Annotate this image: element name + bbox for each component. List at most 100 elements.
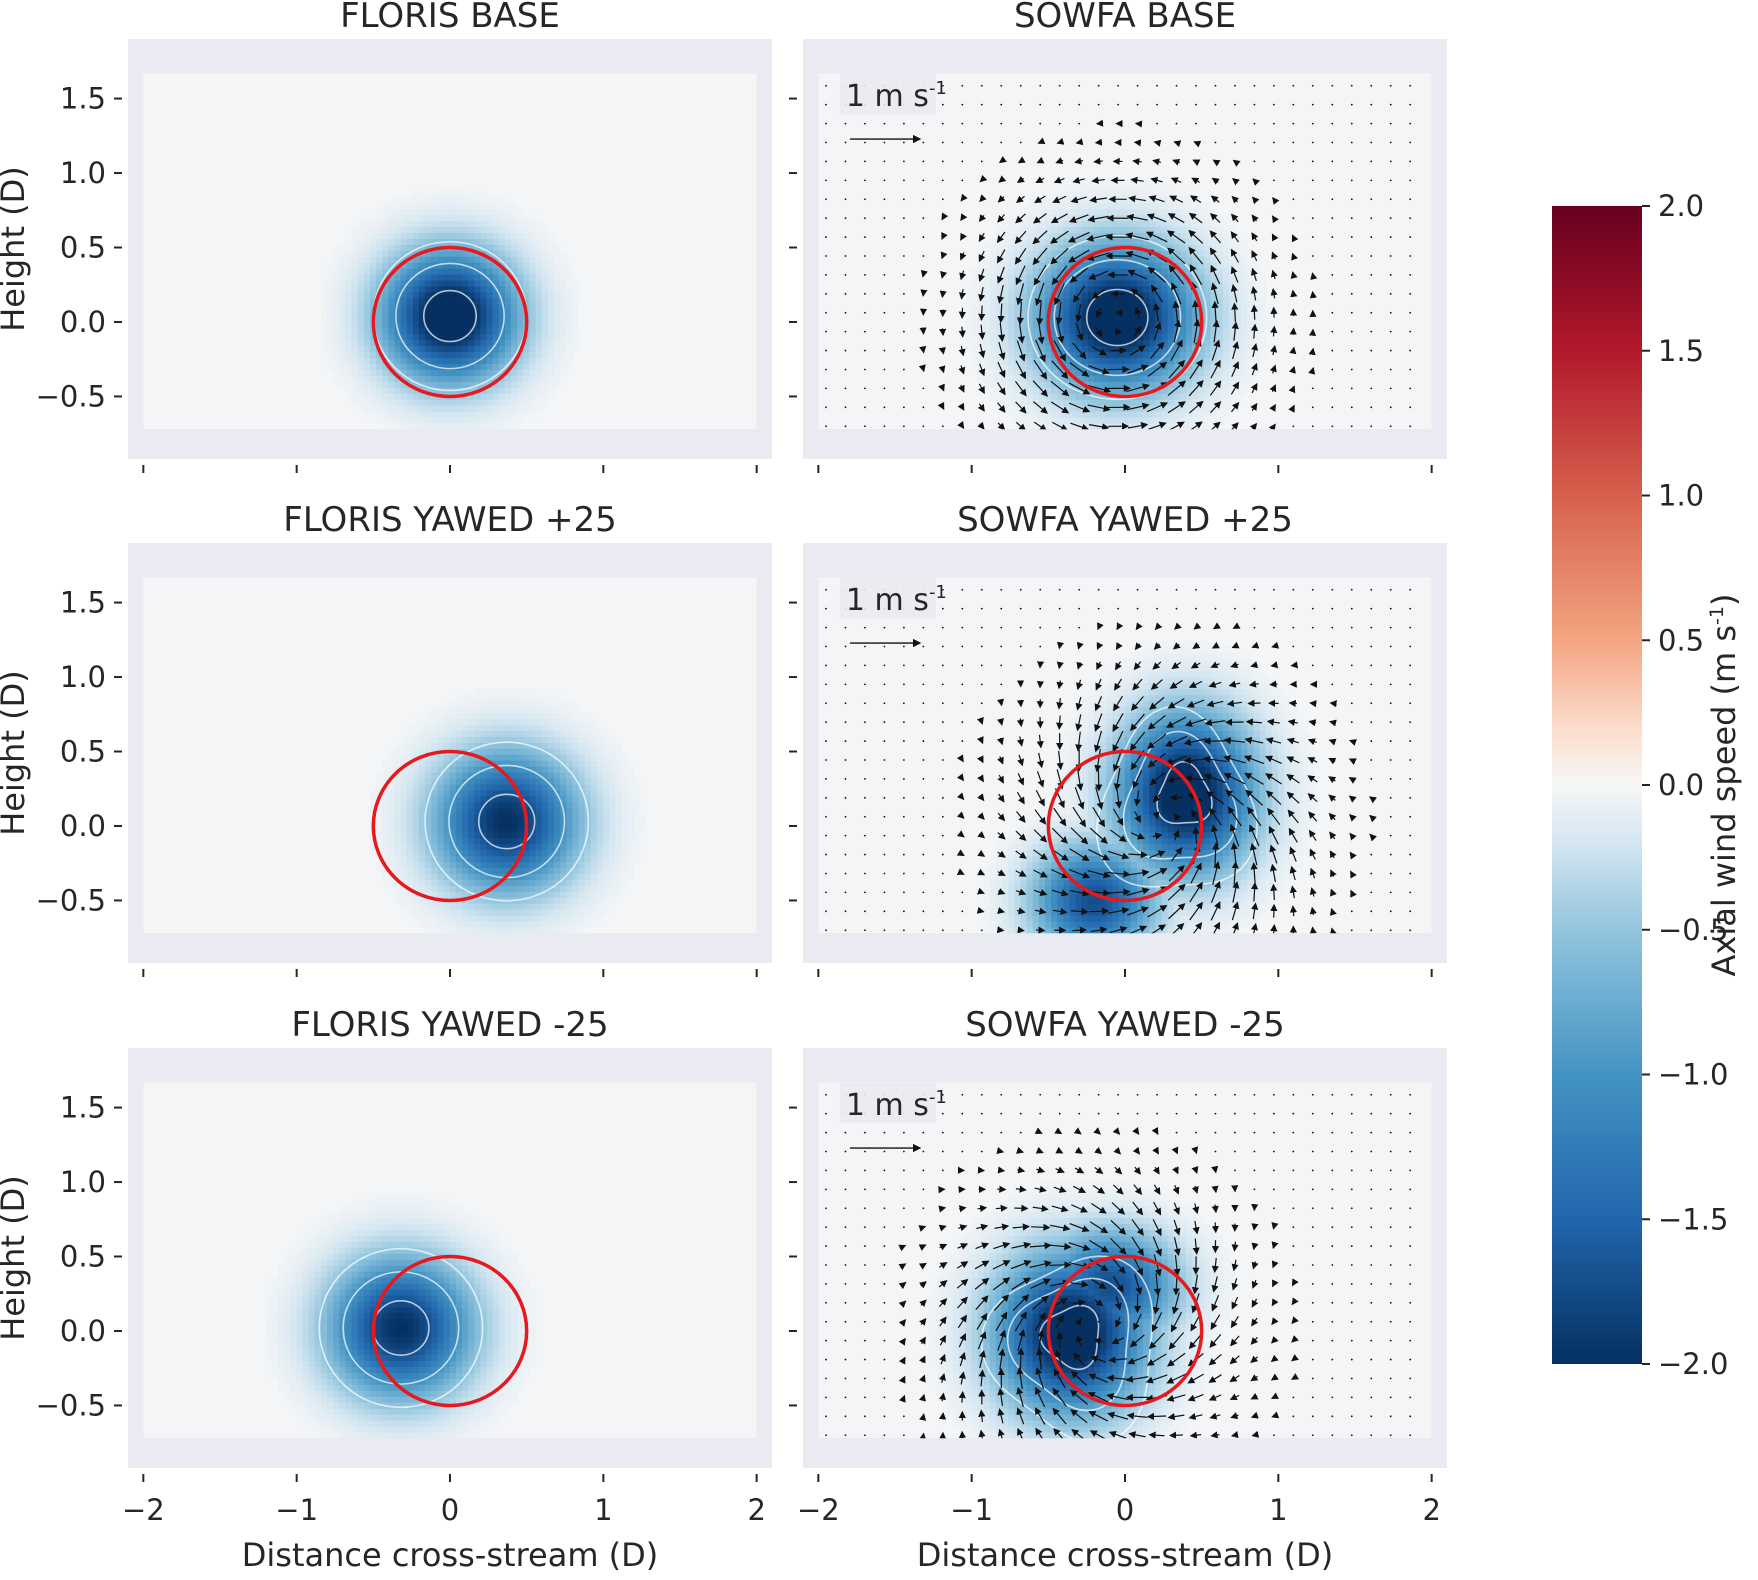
field-cell (492, 262, 500, 269)
field-cell (1112, 274, 1120, 281)
field-cell (1069, 405, 1077, 412)
field-cell (376, 375, 383, 382)
field-cell (382, 879, 389, 886)
field-cell (523, 867, 531, 874)
field-cell (1136, 357, 1144, 364)
field-cell (376, 309, 383, 317)
field-cell (1112, 184, 1120, 192)
field-cell (394, 250, 402, 257)
field-cell (1051, 387, 1058, 394)
field-cell (1192, 387, 1199, 394)
field-cell (1087, 184, 1095, 192)
quiver-arrow (1015, 401, 1027, 414)
field-cell (425, 736, 432, 743)
field-cell (504, 345, 512, 353)
field-cell (553, 819, 561, 827)
field-cell (492, 920, 500, 928)
field-cell (517, 843, 524, 851)
quiver-dot (1331, 84, 1334, 87)
field-cell (504, 837, 512, 845)
field-cell (504, 256, 512, 263)
field-cell (1235, 262, 1242, 269)
field-cell (541, 375, 549, 382)
field-cell (1204, 279, 1212, 287)
quiver-arrow (997, 382, 1006, 396)
field-cell (1087, 405, 1095, 412)
field-cell (989, 297, 997, 305)
field-cell (553, 915, 561, 922)
field-cell (541, 778, 549, 785)
field-cell (983, 262, 991, 269)
field-cell (480, 303, 488, 311)
rotor-circle (1046, 245, 1204, 399)
field-cell (363, 274, 371, 281)
field-cell (1014, 303, 1022, 311)
field-cell (529, 718, 537, 726)
field-cell (412, 909, 420, 916)
field-cell (1204, 345, 1212, 353)
field-cell (394, 801, 402, 809)
field-cell (394, 843, 402, 851)
field-cell (1228, 321, 1236, 329)
field-cell (547, 333, 555, 341)
field-cell (406, 807, 414, 815)
field-cell (511, 363, 518, 370)
field-cell (1143, 309, 1150, 317)
field-cell (541, 742, 549, 749)
field-cell (1216, 351, 1224, 359)
field-cell (400, 333, 408, 341)
quiver-arrow (1192, 159, 1201, 167)
field-cell (535, 831, 543, 839)
field-cell (995, 393, 1003, 400)
field-cell (517, 274, 524, 281)
quiver-arrow (1145, 231, 1168, 243)
field-cell (1087, 279, 1095, 287)
field-cell (419, 411, 426, 418)
field-cell (1173, 405, 1181, 412)
field-cell (425, 837, 432, 845)
field-cell (400, 238, 408, 245)
field-cell (351, 232, 359, 239)
quiver-arrow (1251, 362, 1258, 376)
quiver-dot (902, 198, 905, 201)
field-cell (431, 849, 439, 857)
quiver-dot (1175, 84, 1178, 87)
field-cell (1143, 208, 1150, 216)
field-cell (983, 339, 991, 347)
field-cell (1167, 399, 1175, 406)
field-cell (553, 736, 561, 743)
field-cell (1032, 208, 1040, 216)
field-cell (541, 724, 549, 731)
field-cell (1044, 250, 1052, 257)
field-cell (504, 783, 512, 791)
field-cell (517, 754, 524, 761)
field-cell (1032, 333, 1040, 341)
field-cell (351, 309, 359, 317)
field-cell (480, 897, 488, 904)
field-cell (1026, 303, 1034, 311)
field-cell (547, 393, 555, 400)
quiver-arrow (997, 361, 1006, 378)
field-cell (560, 736, 567, 743)
field-cell (523, 274, 531, 281)
field-cell (1008, 363, 1015, 370)
field-cell (1228, 256, 1236, 263)
field-cell (560, 926, 567, 934)
quiver-dot (1117, 103, 1119, 106)
field-cell (492, 345, 500, 353)
field-cell (989, 339, 997, 347)
field-cell (394, 416, 402, 424)
field-cell (1167, 315, 1175, 323)
quiver-arrow (978, 268, 986, 283)
field-cell (431, 879, 439, 886)
quiver-dot (1234, 103, 1236, 106)
field-cell (449, 411, 457, 418)
field-cell (1198, 387, 1206, 394)
field-cell (437, 381, 445, 388)
field-cell (995, 357, 1003, 364)
field-cell (529, 321, 537, 329)
field-cell (1228, 244, 1236, 251)
field-cell (449, 772, 457, 779)
field-cell (339, 244, 347, 251)
field-cell (486, 766, 494, 773)
